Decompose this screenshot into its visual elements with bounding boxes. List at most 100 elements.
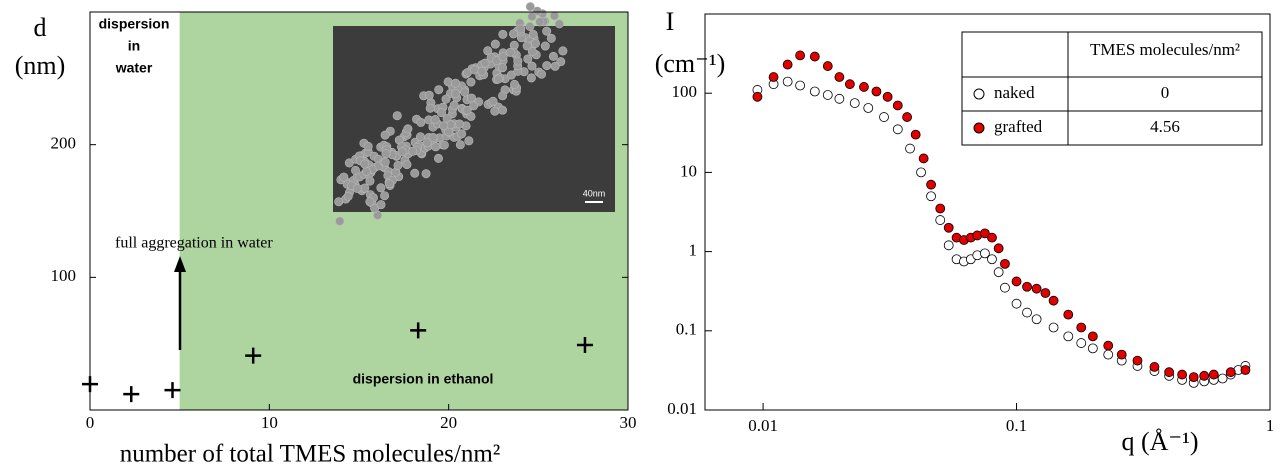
particle: [424, 90, 434, 100]
particle: [527, 12, 537, 22]
particle: [421, 169, 431, 179]
particle: [433, 153, 443, 163]
particle: [451, 78, 461, 88]
y-axis-label: (nm): [15, 51, 66, 80]
particle: [558, 46, 568, 56]
y-tick-label: 0.1: [676, 320, 697, 339]
particle: [464, 136, 474, 146]
data-point: [123, 386, 140, 403]
particle: [550, 61, 560, 71]
data-point: [926, 191, 936, 202]
data-point: [1031, 314, 1042, 325]
particle: [542, 61, 552, 71]
data-point: [943, 222, 954, 233]
particle: [380, 191, 390, 201]
particle: [439, 121, 449, 131]
legend-header: TMES molecules/nm²: [1090, 40, 1240, 59]
particle: [498, 105, 508, 115]
data-point: [1240, 365, 1251, 375]
inset-scale-label: 40nm: [583, 188, 606, 198]
data-point: [935, 203, 946, 214]
data-point: [935, 215, 946, 225]
particle: [339, 172, 349, 182]
x-tick-label: 10: [261, 413, 278, 432]
particle: [343, 191, 353, 201]
particle: [490, 39, 500, 49]
data-point: [1040, 288, 1051, 298]
particle: [416, 117, 426, 127]
particle: [498, 63, 508, 73]
data-point: [410, 322, 427, 339]
particle: [523, 54, 533, 64]
y-axis-label: d: [34, 13, 47, 42]
particle: [360, 183, 370, 193]
data-point: [1217, 373, 1228, 384]
data-point: [1087, 331, 1098, 342]
particle: [376, 183, 386, 193]
y-tick-label: 0.01: [667, 399, 697, 418]
x-tick-label: 30: [620, 413, 637, 432]
particle: [415, 132, 425, 142]
particle: [431, 142, 441, 152]
y-tick-label: 100: [672, 82, 698, 101]
x-tick-label: 20: [440, 413, 457, 432]
legend-label: naked: [994, 83, 1035, 102]
data-point: [910, 129, 921, 140]
data-point: [916, 167, 926, 178]
particle: [408, 146, 418, 156]
particle: [532, 6, 542, 16]
data-point: [905, 143, 915, 154]
data-point: [918, 153, 929, 164]
particle: [430, 115, 440, 125]
particle: [403, 124, 413, 134]
data-point: [1087, 343, 1098, 354]
particle: [528, 29, 538, 39]
y-axis-unit: (cm⁻¹): [655, 49, 726, 78]
data-point: [892, 100, 903, 111]
particle: [546, 33, 556, 43]
data-point: [979, 228, 990, 239]
data-point: [1048, 322, 1059, 333]
legend-marker: [973, 88, 985, 100]
data-point: [768, 72, 779, 82]
particle: [360, 159, 370, 169]
data-point: [987, 232, 997, 243]
particle: [451, 89, 461, 99]
particle: [525, 21, 535, 31]
data-point: [1132, 355, 1143, 366]
data-point: [834, 93, 845, 104]
particle: [402, 160, 412, 170]
data-point: [1063, 331, 1074, 342]
data-point: [1011, 298, 1022, 309]
annotation: water: [115, 60, 153, 76]
particle: [462, 105, 472, 115]
data-point: [859, 82, 869, 92]
data-point: [871, 86, 882, 97]
data-point: [882, 91, 893, 102]
particle: [498, 91, 508, 101]
data-point: [795, 80, 806, 91]
data-point: [863, 103, 874, 113]
x-axis-label: number of total TMES molecules/nm²: [120, 441, 501, 468]
data-point: [979, 248, 990, 259]
y-axis-label: I: [666, 7, 675, 36]
data-point: [1149, 362, 1160, 372]
legend-density: 4.56: [1150, 117, 1180, 136]
data-point: [993, 267, 1004, 278]
annotation: dispersion in ethanol: [353, 371, 494, 387]
particle: [363, 141, 373, 151]
data-point: [1164, 367, 1175, 378]
particle: [513, 56, 523, 66]
data-point: [809, 86, 820, 97]
data-point: [1076, 322, 1087, 333]
particle: [380, 130, 390, 140]
data-point: [1048, 295, 1059, 306]
particle: [531, 38, 541, 48]
particle: [365, 197, 375, 207]
particle: [436, 108, 446, 118]
particle: [455, 140, 465, 150]
particle: [542, 26, 552, 36]
particle: [527, 61, 537, 71]
particle: [457, 129, 467, 139]
